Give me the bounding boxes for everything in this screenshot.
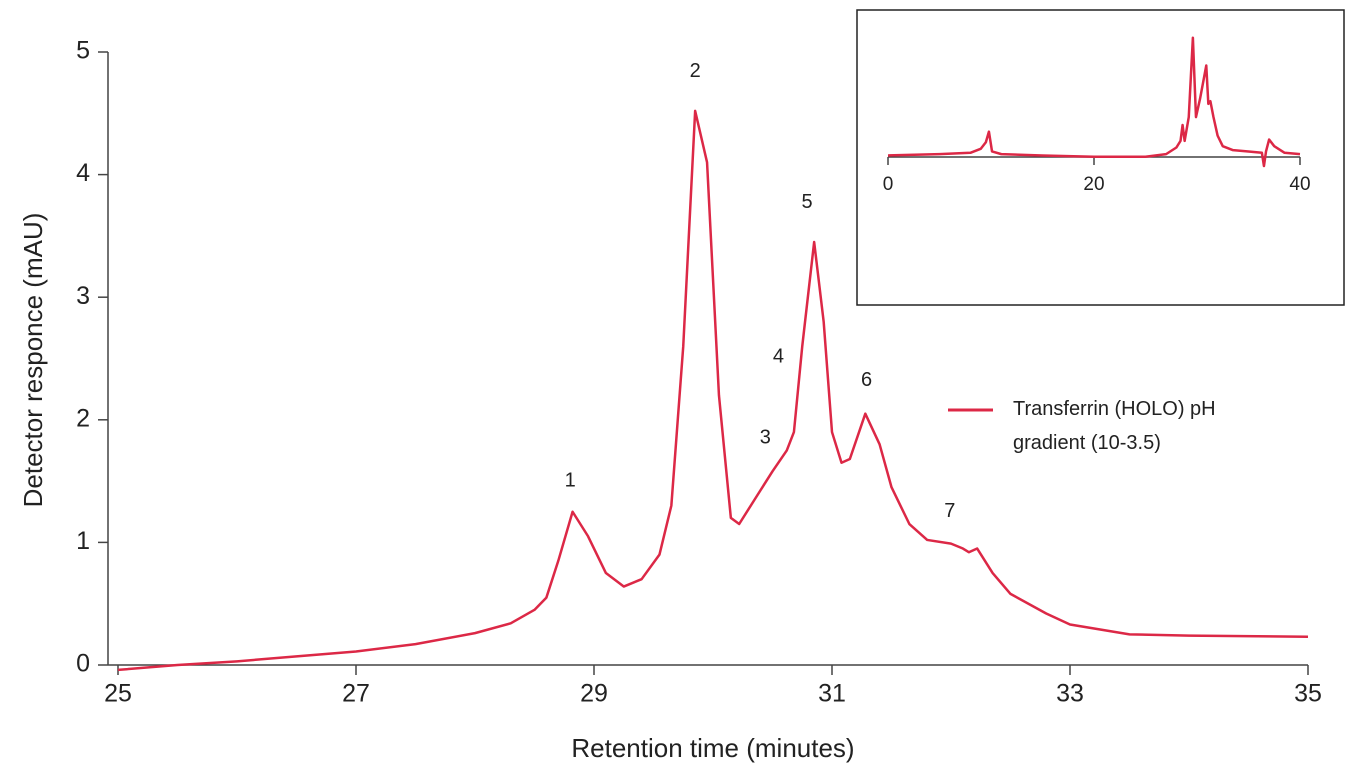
y-tick-label: 4 (76, 159, 90, 187)
y-tick-label: 5 (76, 37, 90, 65)
y-axis-label: Detector responce (mAU) (18, 213, 48, 508)
peak-label: 6 (861, 369, 872, 391)
peak-label: 5 (801, 191, 812, 213)
y-tick-label: 2 (76, 404, 90, 432)
legend-label: Transferrin (HOLO) pH gradient (10-3.5) (1013, 398, 1216, 454)
x-tick-label: 33 (1056, 680, 1084, 708)
peak-label: 3 (760, 426, 771, 448)
peak-label: 2 (690, 60, 701, 82)
data-line (117, 109, 1309, 672)
x-tick-label: 29 (580, 680, 608, 708)
x-tick-label: 25 (104, 680, 132, 708)
peak-label: 4 (773, 346, 784, 368)
y-tick-label: 1 (76, 527, 90, 555)
x-tick-label: 35 (1294, 680, 1322, 708)
peak-label: 1 (565, 469, 576, 491)
x-axis-label: Retention time (minutes) (571, 733, 854, 763)
x-tick-label: 40 (1289, 174, 1310, 195)
x-tick-label: 0 (883, 174, 894, 195)
data-line (887, 36, 1301, 168)
y-tick-label: 3 (76, 282, 90, 310)
x-tick-label: 31 (818, 680, 846, 708)
y-tick-label: 0 (76, 650, 90, 678)
x-tick-label: 27 (342, 680, 370, 708)
peak-label: 7 (944, 500, 955, 522)
x-tick-label: 20 (1083, 174, 1104, 195)
